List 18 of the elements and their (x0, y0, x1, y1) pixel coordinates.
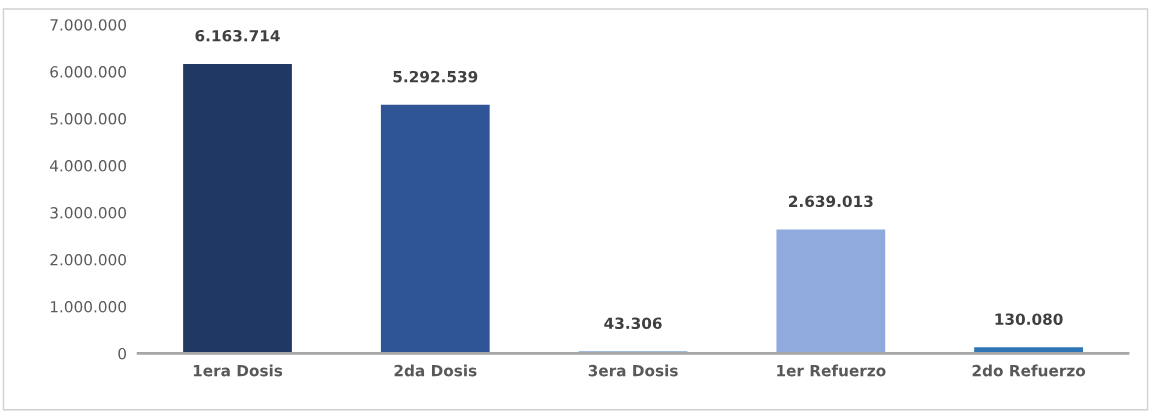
y-tick-label: 2.000.000 (50, 253, 126, 266)
y-tick-label: 7.000.000 (50, 19, 126, 31)
y-tick-label: 1.000.000 (50, 300, 126, 313)
data-label: 6.163.714 (195, 29, 280, 42)
data-label: 43.306 (604, 317, 662, 330)
x-tick-label: 3era Dosis (588, 364, 678, 377)
y-tick-label: 4.000.000 (50, 160, 126, 172)
y-tick-label: 0 (118, 347, 126, 360)
data-label: 130.080 (995, 313, 1063, 325)
y-tick-label: 6.000.000 (50, 66, 126, 78)
data-label: 2.639.013 (789, 195, 873, 208)
x-tick-label: 1era Dosis (193, 364, 283, 377)
x-tick-label: 2da Dosis (394, 364, 477, 377)
y-tick-label: 5.000.000 (50, 113, 126, 125)
x-tick-label: 1er Refuerzo (777, 364, 886, 377)
y-tick-label: 3.000.000 (50, 207, 126, 219)
x-tick-label: 2do Refuerzo (972, 364, 1086, 377)
data-label: 5.292.539 (393, 70, 478, 83)
